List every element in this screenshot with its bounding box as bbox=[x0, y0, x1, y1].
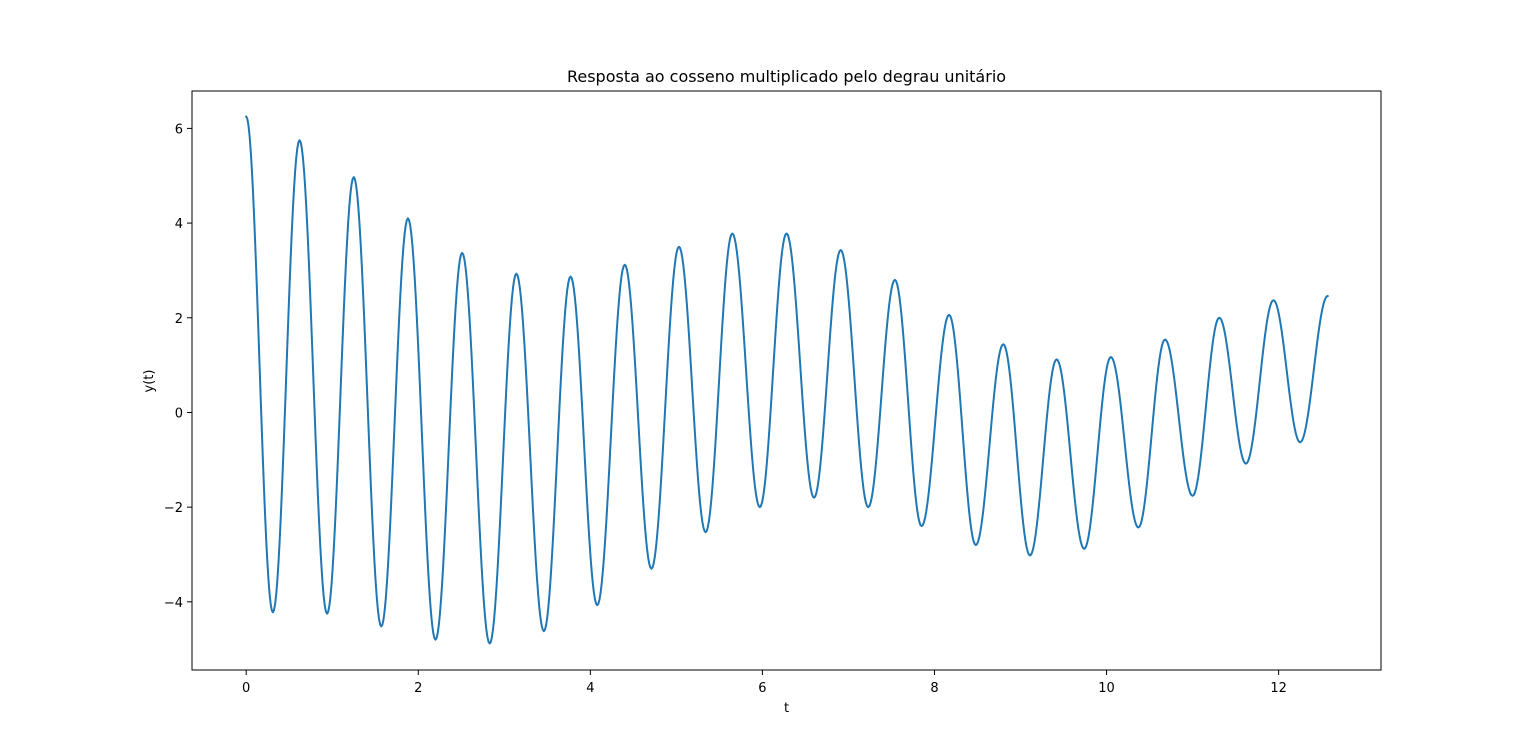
y-axis: −4 −2 0 2 4 6 bbox=[164, 122, 192, 611]
x-tick-label: 2 bbox=[414, 681, 422, 696]
x-axis: 0 2 4 6 8 10 12 bbox=[242, 670, 1287, 696]
x-tick-label: 0 bbox=[242, 681, 250, 696]
plot-area bbox=[191, 90, 1382, 671]
series-line bbox=[244, 115, 1330, 645]
y-tick-label: −2 bbox=[164, 501, 183, 516]
axes-frame bbox=[191, 90, 1382, 671]
x-tick-label: 8 bbox=[930, 681, 938, 696]
chart-title: Resposta ao cosseno multiplicado pelo de… bbox=[567, 67, 1006, 86]
y-tick-label: 0 bbox=[175, 406, 183, 421]
y-tick-label: 2 bbox=[175, 312, 183, 327]
x-axis-label: t bbox=[784, 701, 789, 716]
y-axis-label: y(t) bbox=[142, 370, 157, 393]
y-tick-label: 4 bbox=[175, 217, 183, 232]
x-tick-label: 6 bbox=[758, 681, 766, 696]
x-tick-label: 10 bbox=[1098, 681, 1115, 696]
x-tick-label: 12 bbox=[1270, 681, 1287, 696]
x-tick-label: 4 bbox=[586, 681, 594, 696]
y-tick-label: 6 bbox=[175, 122, 183, 137]
y-tick-label: −4 bbox=[164, 596, 183, 611]
